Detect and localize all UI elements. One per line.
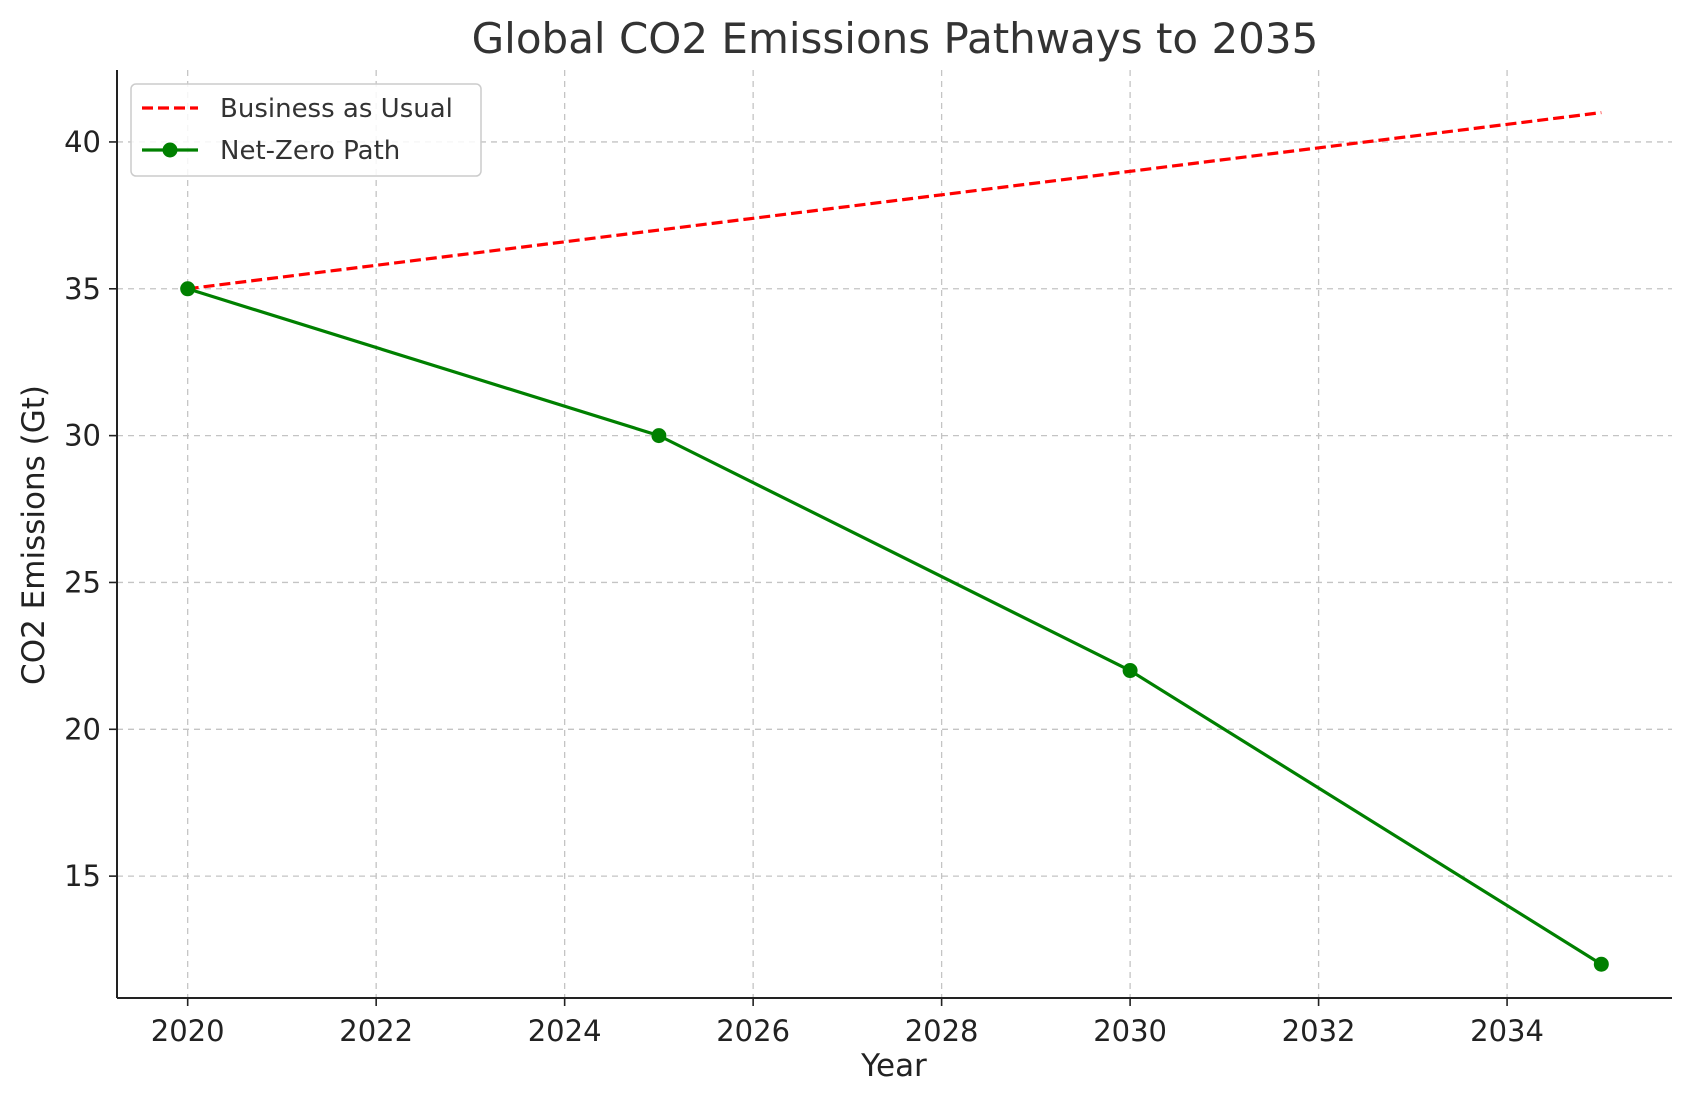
x-axis-label: Year [860,1048,927,1084]
series-layer [180,110,1609,972]
data-point-net-zero-path-2030 [1122,663,1138,679]
y-tick-label-30: 30 [64,419,101,453]
x-tick-label-2028: 2028 [905,1014,979,1048]
y-tick-label-40: 40 [64,125,101,159]
y-tick-label-15: 15 [64,859,101,893]
legend-label-net-zero-path: Net-Zero Path [220,136,400,166]
legend-box [130,83,482,177]
legend: Business as Usual Net-Zero Path [130,83,482,177]
x-axis-ticks: 2020 2022 2024 2026 2028 2030 2032 2034 [151,998,1544,1048]
x-tick-label-2032: 2032 [1282,1014,1356,1048]
y-axis-label: CO2 Emissions (Gt) [16,385,52,685]
grid [117,70,1672,998]
data-point-net-zero-path-2035 [1593,956,1609,972]
x-tick-label-2030: 2030 [1093,1014,1167,1048]
chart-title: Global CO2 Emissions Pathways to 2035 [472,14,1319,63]
x-tick-label-2026: 2026 [716,1014,790,1048]
data-point-net-zero-path-2025 [651,428,667,444]
x-tick-label-2034: 2034 [1470,1014,1544,1048]
x-tick-label-2022: 2022 [339,1014,413,1048]
data-point-net-zero-path-2020 [180,281,196,297]
y-tick-label-25: 25 [64,565,101,599]
x-tick-label-2024: 2024 [528,1014,602,1048]
y-tick-label-20: 20 [64,712,101,746]
series-line-business-as-usual [187,110,1602,291]
y-axis-ticks: 15 20 25 30 35 40 [64,125,117,893]
x-tick-label-2020: 2020 [151,1014,225,1048]
series-line-net-zero-path [187,287,1603,966]
legend-marker-net-zero-path [162,142,178,158]
y-tick-label-35: 35 [64,272,101,306]
legend-label-business-as-usual: Business as Usual [220,94,453,124]
